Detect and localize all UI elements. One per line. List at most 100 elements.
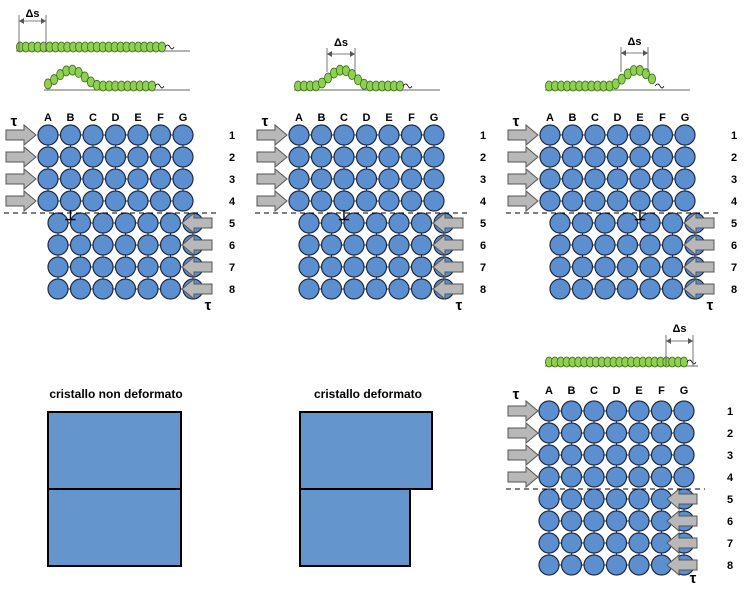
atom-b5 — [560, 488, 583, 510]
atom-a8 — [47, 278, 69, 300]
lattice-row-3 — [539, 168, 696, 201]
atom-f6 — [661, 234, 684, 256]
atom-f4 — [650, 466, 673, 488]
atom-a6 — [298, 234, 320, 256]
shear-arrow-right — [507, 189, 539, 213]
atom-a5 — [538, 488, 560, 510]
atom-f4 — [149, 190, 172, 212]
atom-d4 — [606, 190, 629, 212]
atom-b7 — [560, 532, 583, 554]
caterpillar-tail — [164, 44, 175, 50]
atom-b7 — [320, 256, 343, 278]
atom-c7 — [594, 256, 616, 278]
row-label-2: 2 — [229, 152, 235, 164]
atom-b2 — [310, 146, 333, 168]
atom-g1 — [673, 400, 695, 422]
atom-c3 — [583, 444, 605, 466]
caterpillar-segment — [347, 69, 356, 80]
delta-s-label: Δs — [334, 37, 348, 49]
atom-c3 — [82, 168, 104, 190]
delta-s-arrowhead — [666, 338, 671, 344]
atom-d1 — [605, 400, 628, 422]
atom-g3 — [172, 168, 194, 190]
atom-f1 — [651, 124, 674, 146]
atom-c4 — [583, 466, 605, 488]
shear-label-top: τ — [513, 386, 520, 403]
atom-e3 — [628, 444, 650, 466]
column-header-a: A — [44, 112, 52, 124]
atom-c7 — [92, 256, 114, 278]
atom-e1 — [629, 124, 651, 146]
atom-a2 — [288, 146, 310, 168]
lattice-panel-stage-2: A B C D E F G 1 2 3 4 5 6 7 8 ⊥ τ τ — [255, 112, 487, 314]
column-header-g: G — [680, 385, 689, 397]
caterpillar-segment — [617, 73, 626, 85]
lattice-row-3 — [288, 168, 445, 201]
atom-e3 — [127, 168, 149, 190]
row-label-1: 1 — [229, 130, 235, 142]
atom-d4 — [605, 466, 628, 488]
atom-a3 — [288, 168, 310, 190]
atom-a7 — [549, 256, 571, 278]
row-label-5: 5 — [731, 218, 737, 230]
shear-arrow-right — [5, 189, 37, 213]
atom-c4 — [584, 190, 606, 212]
atom-f3 — [149, 168, 172, 190]
atom-f3 — [651, 168, 674, 190]
caterpillar-segment — [50, 74, 59, 85]
shear-arrow-right — [507, 421, 539, 445]
column-header-a: A — [546, 112, 554, 124]
row-label-1: 1 — [480, 130, 486, 142]
shear-label-top: τ — [11, 113, 18, 130]
atom-f7 — [410, 256, 433, 278]
atom-c3 — [584, 168, 606, 190]
shear-label-top: τ — [262, 113, 269, 130]
column-header-f: F — [658, 385, 665, 397]
atom-g4 — [674, 190, 696, 212]
row-label-6: 6 — [480, 240, 486, 252]
atom-d5 — [365, 212, 388, 234]
shear-label-bottom: τ — [707, 297, 714, 314]
atom-d6 — [605, 510, 628, 532]
atom-a2 — [37, 146, 59, 168]
lattice-row-4 — [288, 190, 445, 212]
lattice-row-7 — [47, 256, 204, 289]
atom-b8 — [571, 278, 594, 300]
crystal-undeformed — [47, 411, 182, 567]
atom-c2 — [583, 422, 605, 444]
atom-f8 — [159, 278, 182, 300]
shear-arrow-right — [507, 167, 539, 191]
atom-b6 — [69, 234, 92, 256]
lattice-panel-stage-final: A B C D E F G 1 2 3 4 5 6 7 8 τ τ — [506, 385, 734, 587]
atom-e7 — [628, 532, 650, 554]
delta-s-arrowhead — [350, 51, 355, 57]
caterpillar-tail — [402, 83, 413, 89]
atom-e8 — [137, 278, 159, 300]
atom-d8 — [616, 278, 639, 300]
atom-g3 — [673, 444, 695, 466]
row-label-4: 4 — [727, 472, 734, 484]
lattice-row-5 — [298, 212, 455, 245]
atom-d6 — [114, 234, 137, 256]
shear-arrow-left — [683, 211, 715, 235]
atom-d1 — [104, 124, 127, 146]
shear-label-bottom: τ — [205, 297, 212, 314]
lattice-panel-stage-3: A B C D E F G 1 2 3 4 5 6 7 8 ⊥ τ τ — [506, 112, 738, 314]
atom-f5 — [661, 212, 684, 234]
shear-arrow-left — [432, 211, 464, 235]
atom-a7 — [538, 532, 560, 554]
row-label-4: 4 — [229, 196, 236, 208]
caterpillar-segment — [147, 80, 156, 92]
row-label-6: 6 — [731, 240, 737, 252]
crystal-undeformed-top — [47, 411, 182, 490]
atom-c1 — [333, 124, 355, 146]
delta-s-label: Δs — [25, 8, 39, 20]
lattice-row-8 — [549, 278, 706, 300]
caterpillar-segment — [44, 78, 53, 90]
row-label-8: 8 — [480, 284, 486, 296]
row-label-3: 3 — [727, 450, 733, 462]
atom-f6 — [159, 234, 182, 256]
atom-e1 — [628, 400, 650, 422]
atom-a6 — [549, 234, 571, 256]
